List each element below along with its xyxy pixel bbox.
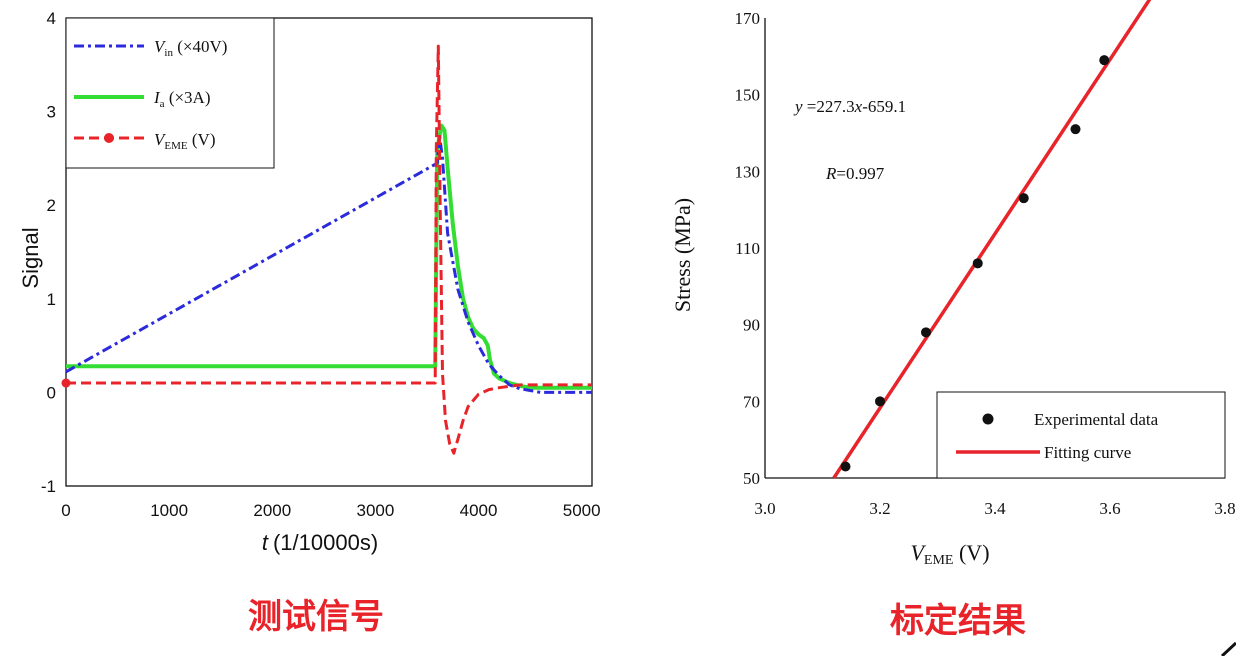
legend-label-ia: Ia (×3A) — [153, 88, 211, 110]
left-y-tick-label: -1 — [41, 477, 56, 496]
left-x-axis-var: t — [262, 530, 269, 555]
left-y-tick-label: 4 — [47, 9, 56, 28]
legend-label-experimental: Experimental data — [1034, 410, 1159, 429]
right-y-tick-label: 70 — [743, 392, 760, 411]
right-legend-box — [936, 391, 1226, 479]
caption-right: 标定结果 — [890, 601, 1026, 641]
data-point — [1099, 55, 1110, 66]
left-y-tick-label: 3 — [47, 103, 56, 122]
right-x-tick-label: 3.4 — [984, 499, 1006, 518]
data-point — [972, 258, 983, 269]
right-x-axis-label: VEME (V) — [910, 540, 989, 568]
legend-label-veme: VEME (V) — [154, 130, 215, 152]
right-y-tick-label: 90 — [743, 316, 760, 335]
data-point — [921, 327, 931, 338]
right-y-tick-label: 170 — [735, 9, 761, 28]
left-x-tick-label: 5000 — [563, 501, 601, 520]
right-x-tick-label: 3.2 — [869, 499, 890, 518]
data-point — [1070, 124, 1081, 135]
correlation-coefficient: R=0.997 — [825, 164, 885, 183]
series-line-eme — [66, 44, 592, 455]
left-y-axis-label: Signal — [18, 227, 43, 288]
legend-label-vin: Vin (×40V) — [154, 37, 227, 59]
right-x-tick-label: 3.6 — [1099, 499, 1120, 518]
left-legend: Vin (×40V) Ia (×3A) VEME (V) — [65, 17, 275, 169]
left-series-group — [61, 44, 592, 455]
right-x-tick-label: 3.0 — [754, 499, 775, 518]
left-chart: 0 1000 2000 3000 4000 5000 -1 0 1 2 3 4 Signal t (1/… — [18, 9, 601, 555]
left-x-tick-label: 3000 — [356, 501, 394, 520]
right-y-tick-label: 150 — [735, 86, 761, 105]
series-line-in — [65, 133, 592, 394]
right-tick-labels: 3.0 3.2 3.4 3.6 3.8 50 70 90 110 130 150 170 — [735, 9, 1236, 518]
left-y-tick-label: 2 — [47, 196, 56, 215]
left-x-axis-unit: (1/10000s) — [273, 530, 378, 555]
fit-line — [832, 0, 1152, 479]
left-x-tick-label: 4000 — [460, 501, 498, 520]
right-y-tick-label: 130 — [735, 162, 761, 181]
data-point — [875, 396, 885, 407]
right-marks-group — [832, 0, 1152, 479]
left-x-axis-label: t (1/10000s) — [262, 530, 378, 555]
legend-marker-experimental — [982, 413, 994, 425]
right-y-axis-label: Stress (MPa) — [670, 198, 695, 312]
left-x-tick-label: 0 — [61, 501, 70, 520]
left-legend-box — [65, 17, 275, 169]
left-x-tick-label: 1000 — [150, 501, 188, 520]
series-marker-eme — [61, 378, 71, 388]
caption-left: 测试信号 — [248, 597, 384, 637]
fit-equation: y =227.3x-659.1 — [793, 97, 906, 116]
right-x-tick-label: 3.8 — [1214, 499, 1235, 518]
right-y-tick-label: 50 — [743, 469, 760, 488]
left-tick-labels: 0 1000 2000 3000 4000 5000 -1 0 1 2 3 4 — [41, 9, 601, 520]
legend-marker-veme — [104, 133, 114, 143]
data-point — [1018, 193, 1029, 204]
left-y-tick-label: 1 — [47, 290, 56, 309]
left-x-tick-label: 2000 — [253, 501, 291, 520]
legend-label-fit: Fitting curve — [1044, 443, 1131, 462]
left-y-tick-label: 0 — [47, 383, 56, 402]
right-chart: 3.0 3.2 3.4 3.6 3.8 50 70 90 110 130 150 170 Stress… — [670, 0, 1236, 568]
right-legend: Experimental data Fitting curve — [936, 391, 1226, 479]
left-plot-frame — [65, 17, 593, 487]
data-point — [840, 461, 851, 472]
right-y-tick-label: 110 — [735, 239, 760, 258]
corner-decoration — [1220, 641, 1236, 656]
